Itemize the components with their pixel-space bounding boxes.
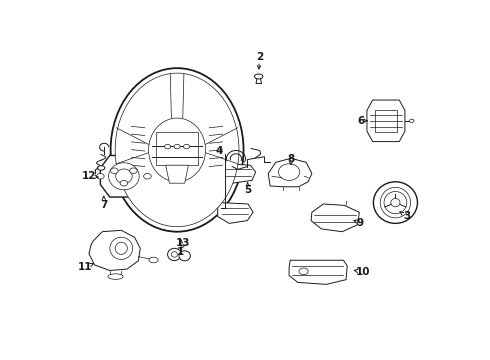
Polygon shape bbox=[89, 230, 140, 270]
Ellipse shape bbox=[299, 268, 308, 275]
Polygon shape bbox=[367, 100, 405, 141]
Ellipse shape bbox=[278, 164, 300, 180]
Text: 12: 12 bbox=[81, 171, 96, 181]
Ellipse shape bbox=[380, 187, 411, 218]
Ellipse shape bbox=[129, 168, 137, 174]
Ellipse shape bbox=[98, 166, 105, 170]
Polygon shape bbox=[221, 164, 256, 183]
Polygon shape bbox=[289, 260, 347, 284]
Ellipse shape bbox=[391, 198, 400, 207]
Ellipse shape bbox=[116, 169, 132, 184]
Polygon shape bbox=[100, 156, 147, 197]
Text: 11: 11 bbox=[77, 262, 92, 272]
Text: 5: 5 bbox=[245, 185, 252, 194]
Text: 1: 1 bbox=[177, 247, 185, 257]
Text: 2: 2 bbox=[256, 52, 263, 62]
Text: 6: 6 bbox=[358, 116, 365, 126]
Ellipse shape bbox=[254, 74, 263, 79]
Ellipse shape bbox=[108, 274, 123, 279]
Text: 13: 13 bbox=[176, 238, 191, 248]
Ellipse shape bbox=[115, 73, 239, 227]
Polygon shape bbox=[218, 203, 253, 223]
Ellipse shape bbox=[184, 144, 190, 149]
Text: 8: 8 bbox=[287, 154, 294, 164]
Ellipse shape bbox=[115, 242, 127, 255]
Text: 7: 7 bbox=[100, 199, 107, 210]
Ellipse shape bbox=[110, 237, 133, 260]
Ellipse shape bbox=[97, 174, 104, 179]
Ellipse shape bbox=[168, 248, 181, 261]
Ellipse shape bbox=[111, 168, 118, 174]
Ellipse shape bbox=[373, 182, 417, 223]
Ellipse shape bbox=[179, 251, 190, 261]
Text: 3: 3 bbox=[403, 211, 411, 221]
Ellipse shape bbox=[111, 68, 244, 232]
Ellipse shape bbox=[410, 119, 414, 122]
Polygon shape bbox=[268, 158, 312, 187]
Ellipse shape bbox=[165, 144, 171, 149]
Polygon shape bbox=[311, 204, 359, 232]
Ellipse shape bbox=[172, 252, 177, 257]
Ellipse shape bbox=[120, 180, 128, 186]
Text: 9: 9 bbox=[357, 218, 364, 228]
Ellipse shape bbox=[109, 163, 139, 190]
Ellipse shape bbox=[384, 192, 407, 214]
Polygon shape bbox=[166, 165, 189, 183]
Text: 10: 10 bbox=[356, 267, 370, 277]
Ellipse shape bbox=[174, 144, 180, 149]
Text: 4: 4 bbox=[215, 146, 222, 156]
Ellipse shape bbox=[148, 118, 206, 182]
Polygon shape bbox=[156, 132, 198, 165]
Ellipse shape bbox=[149, 257, 158, 263]
Ellipse shape bbox=[144, 174, 151, 179]
